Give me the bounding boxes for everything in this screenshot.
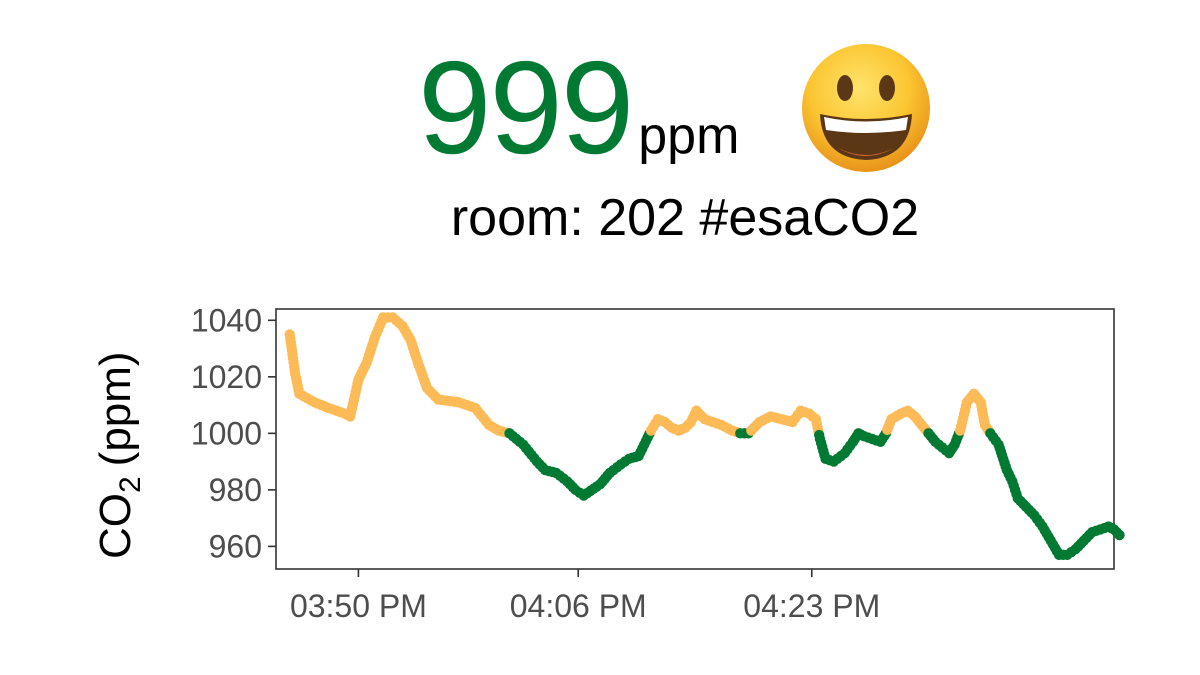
y-axis-label: CO2 (ppm) xyxy=(91,351,147,559)
grinning-face-icon xyxy=(802,44,930,172)
room-label: room: 202 #esaCO2 xyxy=(450,189,920,247)
co2-value: 999 xyxy=(418,34,634,181)
co2-unit: ppm xyxy=(638,107,740,165)
y-tick-label: 1000 xyxy=(191,415,262,451)
y-tick-label: 1040 xyxy=(191,302,262,338)
reading-header: 999 ppm room: 202 #esaCO2 xyxy=(0,0,1200,260)
y-axis-label-main: CO xyxy=(91,493,140,559)
y-tick-label: 1020 xyxy=(191,359,262,395)
x-tick-label: 04:06 PM xyxy=(510,588,647,624)
data-points xyxy=(284,312,1125,561)
y-tick-label: 980 xyxy=(209,472,262,508)
data-point xyxy=(1114,529,1125,541)
y-axis-label-unit: (ppm) xyxy=(91,351,140,466)
plot-panel: 960 980 1000 1020 1040 03:50 PM 04:06 PM 04:23 … xyxy=(191,302,1125,624)
y-axis-label-subscript: 2 xyxy=(114,476,147,493)
x-tick-label: 04:23 PM xyxy=(743,588,880,624)
x-tick-label: 03:50 PM xyxy=(290,588,427,624)
plot-border xyxy=(275,308,1115,570)
y-tick-label: 960 xyxy=(209,528,262,564)
current-reading: 999 ppm xyxy=(418,42,739,174)
